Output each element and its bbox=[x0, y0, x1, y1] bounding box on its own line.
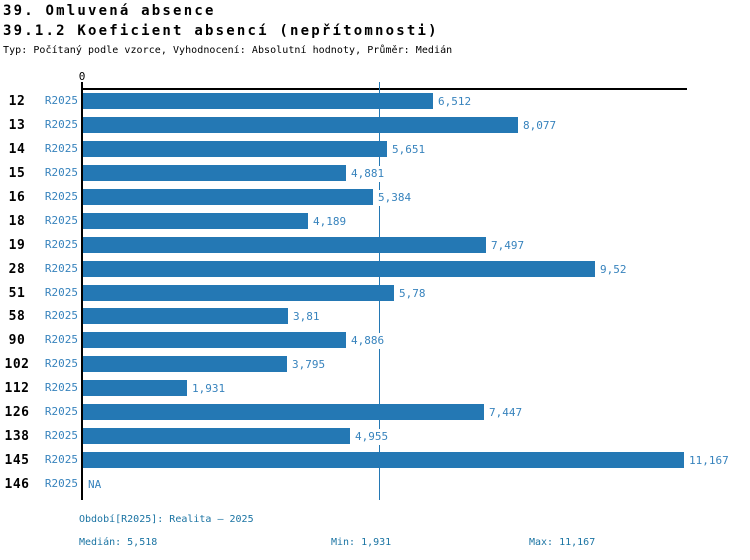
bar bbox=[83, 332, 346, 349]
row-series-label: R2025 bbox=[44, 357, 78, 371]
bar-value-label: 3,795 bbox=[290, 357, 328, 374]
row-category-label: 90 bbox=[8, 333, 26, 349]
row-category-label: 102 bbox=[4, 357, 30, 373]
row-category-label: 146 bbox=[4, 477, 30, 493]
row-series-label: R2025 bbox=[44, 165, 78, 179]
row-category-label: 14 bbox=[8, 141, 26, 157]
bar bbox=[83, 236, 486, 253]
bar-value-label: 5,78 bbox=[397, 285, 428, 302]
bar bbox=[83, 164, 346, 181]
y-axis-line bbox=[81, 88, 83, 500]
bar-value-label: 11,167 bbox=[687, 453, 731, 470]
row-category-label: 18 bbox=[8, 213, 26, 229]
row-series-label: R2025 bbox=[44, 94, 78, 107]
bar bbox=[83, 428, 350, 445]
bar-value-label: 7,497 bbox=[489, 237, 527, 254]
row-category-label: 13 bbox=[8, 117, 26, 133]
row-series-label: R2025 bbox=[44, 189, 78, 203]
bar-value-label: 5,651 bbox=[390, 141, 428, 158]
row-series-label: R2025 bbox=[44, 117, 78, 131]
row-series-label: R2025 bbox=[44, 213, 78, 227]
row-series-label: R2025 bbox=[44, 381, 78, 395]
row-series-label: R2025 bbox=[44, 405, 78, 419]
bar bbox=[83, 260, 595, 277]
footer-period: Období[R2025]: Realita – 2025 bbox=[79, 514, 254, 525]
bar-value-label: 5,384 bbox=[376, 189, 414, 206]
bar-value-label: 3,81 bbox=[291, 309, 322, 326]
bar bbox=[83, 284, 394, 301]
bar-value-label: 6,512 bbox=[436, 94, 474, 110]
bar bbox=[83, 93, 433, 109]
report-title: 39. Omluvená absence bbox=[3, 3, 216, 19]
chart-subtitle: Typ: Počítaný podle vzorce, Vyhodnocení:… bbox=[3, 45, 453, 56]
bar-value-label: 4,189 bbox=[311, 213, 349, 230]
row-category-label: 28 bbox=[8, 261, 26, 277]
footer-max: Max: 11,167 bbox=[529, 537, 596, 548]
bar-value-label: 7,447 bbox=[487, 405, 525, 422]
row-category-label: 112 bbox=[4, 381, 30, 397]
footer-min: Min: 1,931 bbox=[331, 537, 392, 548]
row-series-label: R2025 bbox=[44, 285, 78, 299]
bar bbox=[83, 188, 373, 205]
bar bbox=[83, 116, 518, 133]
bar bbox=[83, 308, 288, 325]
row-category-label: 19 bbox=[8, 237, 26, 253]
row-category-label: 12 bbox=[8, 94, 26, 109]
row-series-label: R2025 bbox=[44, 237, 78, 251]
chart-title: 39.1.2 Koeficient absencí (nepřítomnosti… bbox=[3, 23, 439, 39]
bar bbox=[83, 212, 308, 229]
row-series-label: R2025 bbox=[44, 477, 78, 491]
bar bbox=[83, 356, 287, 373]
row-category-label: 15 bbox=[8, 165, 26, 181]
bar-value-label: 4,886 bbox=[349, 333, 387, 350]
bar bbox=[83, 140, 387, 157]
bar bbox=[83, 380, 187, 397]
row-series-label: R2025 bbox=[44, 309, 78, 323]
x-axis-zero-label: 0 bbox=[78, 70, 86, 83]
row-series-label: R2025 bbox=[44, 141, 78, 155]
bar-value-label: NA bbox=[86, 477, 104, 494]
row-category-label: 16 bbox=[8, 189, 26, 205]
row-series-label: R2025 bbox=[44, 333, 78, 347]
row-category-label: 51 bbox=[8, 285, 26, 301]
row-category-label: 126 bbox=[4, 405, 30, 421]
row-category-label: 138 bbox=[4, 429, 30, 445]
bar-value-label: 4,881 bbox=[349, 165, 387, 182]
bar bbox=[83, 452, 684, 469]
row-series-label: R2025 bbox=[44, 453, 78, 467]
row-category-label: 145 bbox=[4, 453, 30, 469]
bar-value-label: 9,52 bbox=[598, 261, 629, 278]
footer-median: Medián: 5,518 bbox=[79, 537, 158, 548]
row-series-label: R2025 bbox=[44, 261, 78, 275]
x-axis-line bbox=[81, 88, 687, 90]
bar bbox=[83, 404, 484, 421]
bar-value-label: 1,931 bbox=[190, 381, 228, 398]
bar-value-label: 4,955 bbox=[353, 429, 391, 446]
row-series-label: R2025 bbox=[44, 429, 78, 443]
bar-value-label: 8,077 bbox=[521, 117, 559, 134]
row-category-label: 58 bbox=[8, 309, 26, 325]
